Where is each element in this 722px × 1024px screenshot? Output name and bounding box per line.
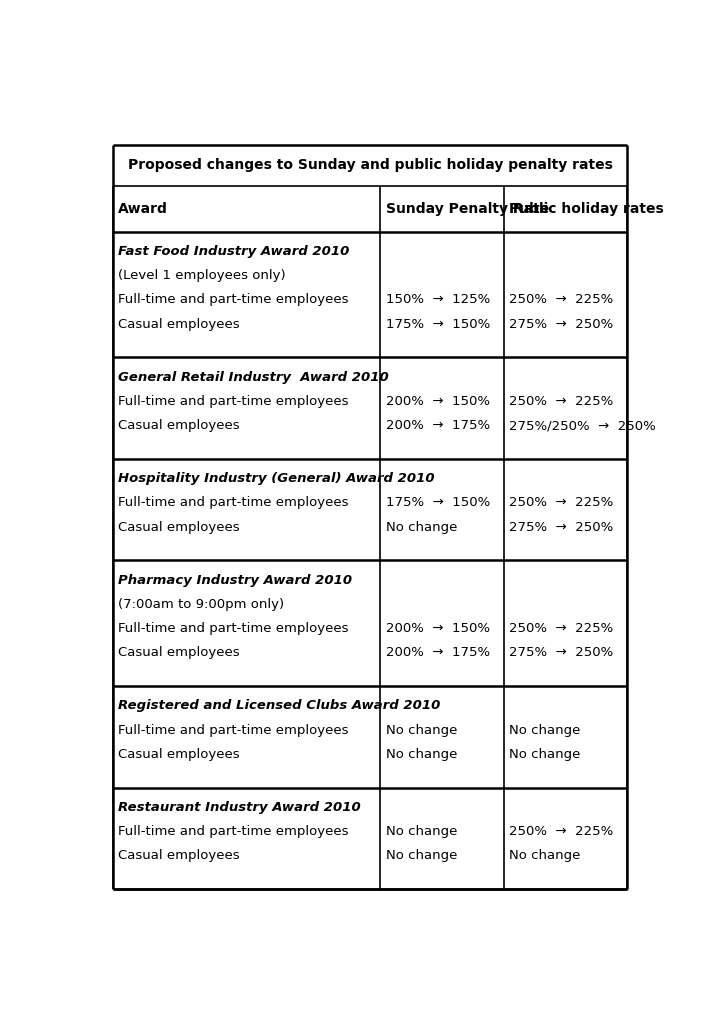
Text: 275%  →  250%: 275% → 250%: [510, 520, 614, 534]
Text: No change: No change: [510, 724, 580, 736]
Text: 200%  →  150%: 200% → 150%: [386, 395, 490, 408]
Text: Full-time and part-time employees: Full-time and part-time employees: [118, 395, 349, 408]
Text: Proposed changes to Sunday and public holiday penalty rates: Proposed changes to Sunday and public ho…: [128, 159, 612, 172]
Text: No change: No change: [386, 724, 457, 736]
Text: Casual employees: Casual employees: [118, 317, 240, 331]
Text: 250%  →  225%: 250% → 225%: [510, 623, 614, 635]
Text: Public holiday rates: Public holiday rates: [510, 202, 664, 216]
Text: 250%  →  225%: 250% → 225%: [510, 395, 614, 408]
Text: 275%  →  250%: 275% → 250%: [510, 646, 614, 659]
Text: 250%  →  225%: 250% → 225%: [510, 497, 614, 509]
Text: No change: No change: [510, 748, 580, 761]
Text: Full-time and part-time employees: Full-time and part-time employees: [118, 497, 349, 509]
Text: 275%  →  250%: 275% → 250%: [510, 317, 614, 331]
Text: (Level 1 employees only): (Level 1 employees only): [118, 269, 286, 283]
Text: No change: No change: [386, 748, 457, 761]
Text: Award: Award: [118, 202, 168, 216]
Text: No change: No change: [386, 825, 457, 839]
Text: 200%  →  175%: 200% → 175%: [386, 646, 490, 659]
Text: Pharmacy Industry Award 2010: Pharmacy Industry Award 2010: [118, 573, 352, 587]
Text: 175%  →  150%: 175% → 150%: [386, 497, 490, 509]
Text: Fast Food Industry Award 2010: Fast Food Industry Award 2010: [118, 245, 349, 258]
Text: 250%  →  225%: 250% → 225%: [510, 825, 614, 839]
Text: Casual employees: Casual employees: [118, 419, 240, 432]
Text: Registered and Licensed Clubs Award 2010: Registered and Licensed Clubs Award 2010: [118, 699, 440, 713]
Text: General Retail Industry  Award 2010: General Retail Industry Award 2010: [118, 371, 389, 384]
Text: Restaurant Industry Award 2010: Restaurant Industry Award 2010: [118, 801, 361, 814]
Text: Full-time and part-time employees: Full-time and part-time employees: [118, 623, 349, 635]
Text: Casual employees: Casual employees: [118, 849, 240, 862]
Text: No change: No change: [510, 849, 580, 862]
Text: 175%  →  150%: 175% → 150%: [386, 317, 490, 331]
Text: (7:00am to 9:00pm only): (7:00am to 9:00pm only): [118, 598, 284, 611]
Text: Full-time and part-time employees: Full-time and part-time employees: [118, 293, 349, 306]
Text: 200%  →  150%: 200% → 150%: [386, 623, 490, 635]
Text: 275%/250%  →  250%: 275%/250% → 250%: [510, 419, 656, 432]
Text: Hospitality Industry (General) Award 2010: Hospitality Industry (General) Award 201…: [118, 472, 435, 485]
Text: Casual employees: Casual employees: [118, 520, 240, 534]
Text: 250%  →  225%: 250% → 225%: [510, 293, 614, 306]
Text: No change: No change: [386, 520, 457, 534]
Text: 150%  →  125%: 150% → 125%: [386, 293, 490, 306]
Text: Full-time and part-time employees: Full-time and part-time employees: [118, 724, 349, 736]
Text: Casual employees: Casual employees: [118, 748, 240, 761]
Text: Full-time and part-time employees: Full-time and part-time employees: [118, 825, 349, 839]
Text: No change: No change: [386, 849, 457, 862]
Text: 200%  →  175%: 200% → 175%: [386, 419, 490, 432]
Text: Casual employees: Casual employees: [118, 646, 240, 659]
Text: Sunday Penalty Rate: Sunday Penalty Rate: [386, 202, 549, 216]
